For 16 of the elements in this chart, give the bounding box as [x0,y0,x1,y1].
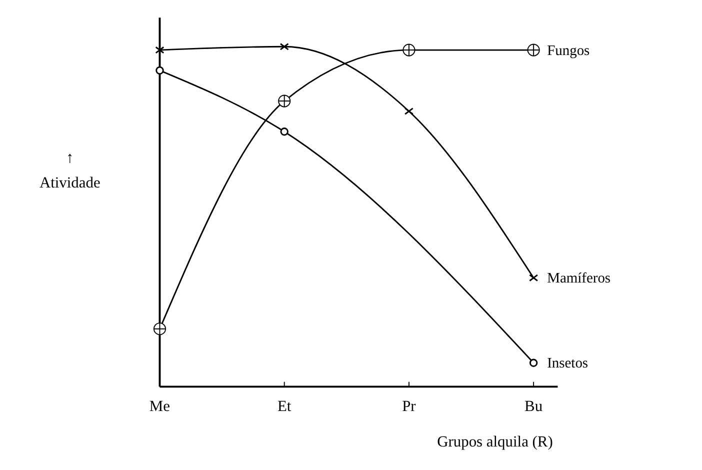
x-tick-label: Et [277,398,292,415]
point [404,108,414,115]
series-label: Fungos [547,42,590,59]
series-label: Mamíferos [547,270,611,287]
point [156,66,164,75]
series-label: Insetos [547,356,588,372]
x-tick-label: Me [149,398,170,415]
x-tick-label: Bu [524,398,543,415]
point [528,274,538,282]
point [280,128,288,136]
x-tick-label: Pr [402,398,416,415]
point [155,46,164,54]
point [529,358,538,367]
y-axis-title: ↑ Atividade [39,150,100,192]
x-axis-title: Grupos alquila (R) [437,434,553,451]
point [280,43,289,50]
